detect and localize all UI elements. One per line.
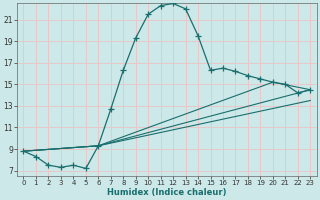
X-axis label: Humidex (Indice chaleur): Humidex (Indice chaleur) bbox=[107, 188, 227, 197]
